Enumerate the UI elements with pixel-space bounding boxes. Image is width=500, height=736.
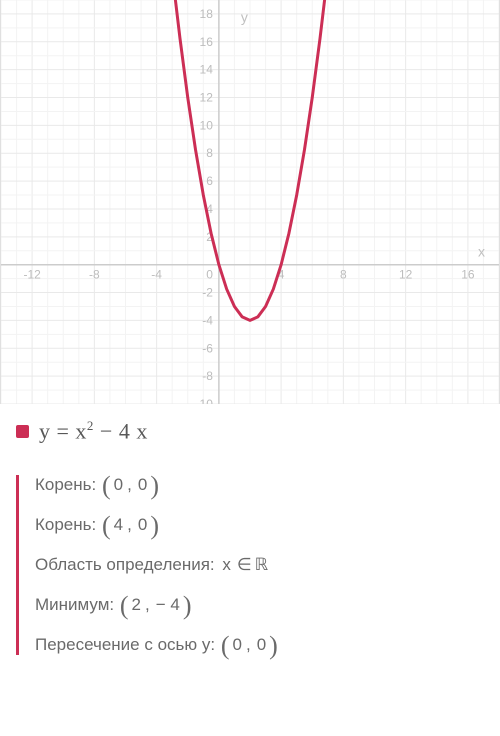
detail-label: Корень: [35, 515, 101, 535]
svg-text:12: 12 [399, 268, 413, 282]
svg-text:10: 10 [200, 118, 214, 132]
page-root: -12-8-4048121618161412108642-2-4-6-8-10x… [0, 0, 500, 736]
info-panel: y = x2 − 4 x Корень: (0,0)Корень: (4,0)О… [0, 404, 500, 736]
equation-lhs: y = x [39, 418, 87, 443]
detail-row: Корень: (4,0) [35, 515, 484, 535]
detail-label: Минимум: [35, 595, 119, 615]
coord-a: 0 [230, 635, 243, 655]
svg-text:16: 16 [200, 35, 214, 49]
comma: , [125, 475, 136, 495]
detail-label: Корень: [35, 475, 101, 495]
svg-text:y: y [241, 9, 248, 25]
domain-var: x [219, 555, 234, 575]
detail-row: Корень: (0,0) [35, 475, 484, 495]
detail-row: Минимум: (2,− 4) [35, 595, 484, 615]
chart-container: -12-8-4048121618161412108642-2-4-6-8-10x… [0, 0, 500, 404]
detail-label: Область определения: [35, 555, 219, 575]
svg-text:-12: -12 [23, 268, 41, 282]
function-chart: -12-8-4048121618161412108642-2-4-6-8-10x… [1, 0, 499, 404]
svg-text:-8: -8 [202, 369, 213, 383]
legend-swatch [16, 425, 29, 438]
comma: , [125, 515, 136, 535]
detail-label: Пересечение с осью y: [35, 635, 220, 655]
comma: , [143, 595, 154, 615]
coord-b: 0 [255, 635, 268, 655]
coord-b: − 4 [154, 595, 182, 615]
svg-text:-2: -2 [202, 286, 213, 300]
domain-rel: ∈ [234, 555, 255, 575]
coord-a: 4 [112, 515, 125, 535]
detail-row: Область определения: x∈ℝ [35, 555, 484, 575]
coord-b: 0 [136, 515, 149, 535]
svg-text:-10: -10 [196, 397, 214, 404]
coord-b: 0 [136, 475, 149, 495]
equation-rhs: − 4 x [94, 418, 148, 443]
svg-text:-4: -4 [202, 313, 213, 327]
coord-a: 0 [112, 475, 125, 495]
equation-row: y = x2 − 4 x [16, 418, 484, 459]
comma: , [244, 635, 255, 655]
domain-set: ℝ [255, 555, 268, 575]
svg-text:-8: -8 [89, 268, 100, 282]
svg-text:16: 16 [461, 268, 475, 282]
svg-text:8: 8 [340, 268, 347, 282]
detail-row: Пересечение с осью y: (0,0) [35, 635, 484, 655]
equation-text: y = x2 − 4 x [39, 418, 148, 444]
svg-text:-4: -4 [151, 268, 162, 282]
svg-text:18: 18 [200, 7, 214, 21]
svg-text:12: 12 [200, 91, 214, 105]
svg-text:6: 6 [206, 174, 213, 188]
coord-a: 2 [130, 595, 143, 615]
details-list: Корень: (0,0) Корень: (4,0) Область опреде… [16, 475, 484, 655]
equation-exponent: 2 [87, 418, 94, 433]
svg-text:14: 14 [200, 63, 214, 77]
svg-text:8: 8 [206, 146, 213, 160]
svg-text:x: x [478, 244, 485, 260]
svg-text:-6: -6 [202, 341, 213, 355]
svg-text:0: 0 [206, 268, 213, 282]
